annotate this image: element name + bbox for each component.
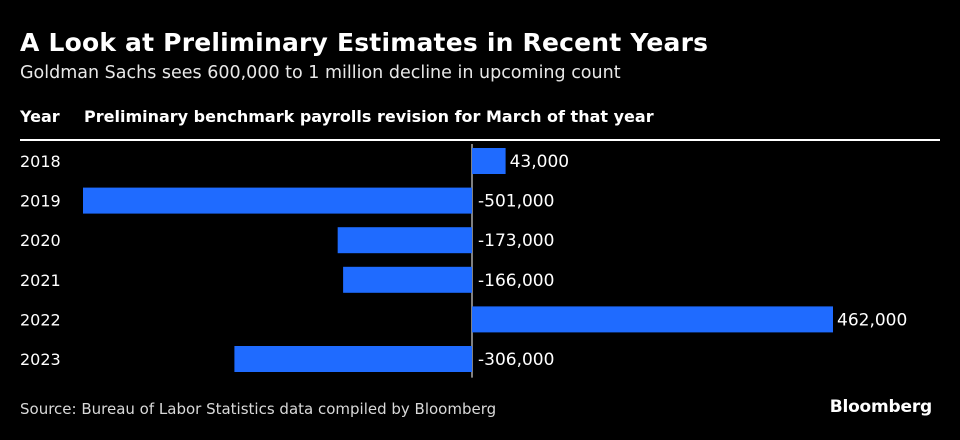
year-label-2019: 2019: [20, 192, 61, 211]
bar-2019: [83, 187, 472, 214]
value-label-2022: 462,000: [837, 310, 907, 330]
value-label-2020: -173,000: [478, 231, 554, 251]
column-header-metric: Preliminary benchmark payrolls revision …: [84, 107, 654, 126]
bar-2018: [472, 148, 506, 174]
value-label-2019: -501,000: [478, 192, 554, 212]
value-label-2021: -166,000: [478, 271, 554, 291]
year-label-2021: 2021: [20, 271, 61, 290]
column-header-year: Year: [20, 107, 60, 126]
year-label-2020: 2020: [20, 231, 61, 250]
bar-2022: [472, 306, 833, 333]
year-label-2018: 2018: [20, 152, 61, 171]
bar-2021: [343, 266, 472, 293]
chart-subtitle: Goldman Sachs sees 600,000 to 1 million …: [20, 63, 621, 83]
bloomberg-logo: Bloomberg: [829, 397, 933, 417]
value-label-2023: -306,000: [478, 350, 554, 370]
year-label-2022: 2022: [20, 310, 61, 329]
bar-2020: [337, 227, 472, 254]
year-label-2023: 2023: [20, 350, 61, 369]
chart-title: A Look at Preliminary Estimates in Recen…: [20, 28, 709, 57]
value-label-2018: 43,000: [510, 152, 569, 172]
header-divider: [20, 139, 940, 141]
source-note: Source: Bureau of Labor Statistics data …: [20, 400, 497, 418]
bar-2023: [234, 346, 472, 372]
